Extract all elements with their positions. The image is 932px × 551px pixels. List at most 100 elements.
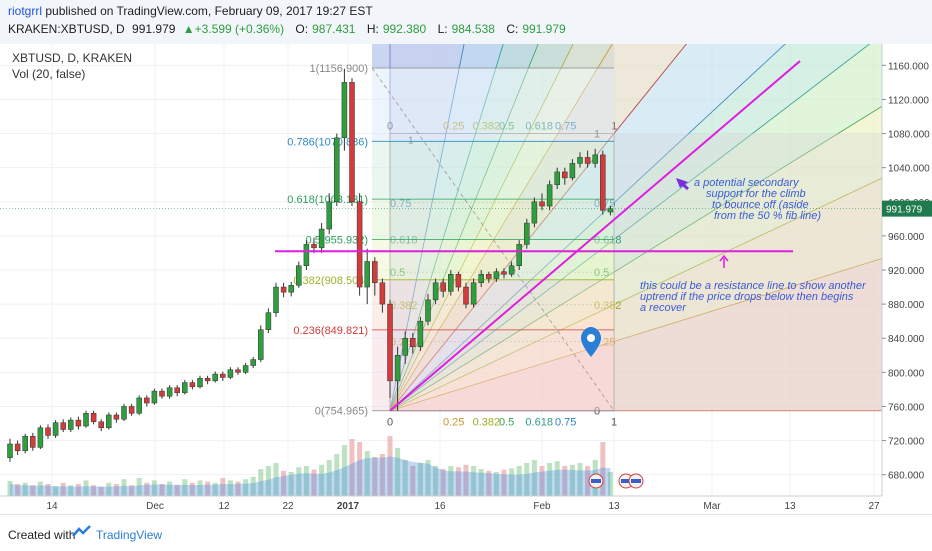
candle-body bbox=[166, 387, 173, 397]
candle-body bbox=[394, 355, 401, 382]
annotation-text-1: to bounce off (aside bbox=[712, 199, 809, 211]
fib-retracement: 1(1156.900) 0.786(1070.886) 0.618(1003.131… bbox=[287, 63, 615, 418]
gann-top-label: 1 bbox=[611, 121, 617, 133]
price-tick-label: 840.000 bbox=[888, 334, 925, 345]
price-tick-label: 680.000 bbox=[888, 471, 925, 482]
candle-body bbox=[448, 274, 454, 292]
gann-fan-line bbox=[389, 43, 465, 411]
candle-body bbox=[592, 154, 598, 164]
candle-body bbox=[410, 337, 416, 348]
candle-body bbox=[227, 369, 234, 378]
gann-bottom-label: 0.25 bbox=[443, 417, 464, 429]
chart-area[interactable]: 0.750.6180.50.3820.25110.750.6180.50.382… bbox=[0, 0, 932, 514]
volume-bar bbox=[45, 484, 51, 496]
candle-body bbox=[539, 201, 545, 207]
gann-top-label: 0.382 bbox=[473, 121, 501, 133]
volume-bar bbox=[7, 481, 13, 496]
footer: Created with TradingView bbox=[0, 514, 932, 551]
volume-bar bbox=[341, 445, 347, 496]
candle-body bbox=[45, 427, 51, 436]
volume-bar bbox=[303, 466, 309, 496]
time-tick-label: 16 bbox=[434, 501, 446, 512]
author-link[interactable]: riotgrrl bbox=[8, 4, 43, 18]
volume-bar bbox=[433, 466, 439, 496]
gann-fan-line bbox=[389, 43, 687, 411]
candle-body bbox=[90, 413, 97, 423]
time-tick-label: 12 bbox=[218, 501, 230, 512]
candle-body bbox=[311, 244, 317, 249]
candle-body bbox=[387, 303, 393, 382]
volume-bar bbox=[235, 481, 241, 496]
volume-bar bbox=[205, 481, 211, 496]
fib-band bbox=[372, 199, 614, 240]
fib-band bbox=[372, 67, 614, 142]
volume-bar bbox=[220, 478, 226, 496]
volume-bar bbox=[387, 436, 393, 496]
gann-top-band bbox=[372, 44, 614, 68]
volume-bar bbox=[554, 461, 560, 496]
volume-bar bbox=[212, 482, 218, 496]
gann-bottom-label: 0.382 bbox=[473, 417, 501, 429]
candle-body bbox=[242, 365, 249, 373]
candle-body bbox=[30, 436, 36, 448]
legend-volume: Vol (20, false) bbox=[12, 67, 85, 81]
candles bbox=[7, 68, 614, 462]
volume-bar bbox=[91, 485, 97, 496]
time-tick-label: Feb bbox=[533, 501, 551, 512]
volume-bar bbox=[372, 457, 378, 496]
candle-body bbox=[250, 359, 256, 366]
candle-body bbox=[303, 244, 310, 266]
price-chart[interactable]: 0.750.6180.50.3820.25110.750.6180.50.382… bbox=[0, 0, 932, 514]
volume-bar bbox=[60, 482, 66, 496]
volume-bar bbox=[501, 469, 507, 496]
candle-body bbox=[113, 414, 120, 420]
tradingview-brand[interactable]: TradingView bbox=[96, 528, 163, 542]
volume-bar bbox=[197, 480, 203, 496]
gann-bottom-label: 0.618 bbox=[525, 417, 553, 429]
gann-bottom-label: 0.75 bbox=[555, 417, 576, 429]
event-flag-icon bbox=[631, 479, 641, 483]
volume-bar bbox=[83, 480, 89, 496]
gann-fan-line bbox=[389, 34, 883, 412]
volume-bar bbox=[402, 460, 408, 496]
annotation-text-2: a recover bbox=[640, 302, 687, 314]
created-with-text: Created with bbox=[8, 528, 76, 542]
current-price-label: 991.979 bbox=[886, 205, 923, 216]
fib-level-label: 0.236(849.821) bbox=[293, 325, 368, 337]
price-tick-label: 760.000 bbox=[888, 402, 925, 413]
candle-body bbox=[584, 157, 591, 164]
annotation-arrow-icon bbox=[719, 254, 729, 262]
volume-bar bbox=[311, 469, 317, 496]
candle-body bbox=[182, 382, 188, 394]
time-tick-label: 2017 bbox=[337, 501, 360, 512]
volume-bar bbox=[121, 479, 127, 496]
fib-band bbox=[372, 239, 614, 280]
candle-body bbox=[531, 201, 538, 224]
annotation-arrow-icon bbox=[678, 179, 689, 191]
candle-body bbox=[318, 228, 325, 249]
volume-bar bbox=[174, 485, 180, 496]
volume-bar bbox=[37, 481, 43, 496]
candle-body bbox=[501, 271, 507, 275]
candle-body bbox=[280, 286, 287, 293]
time-tick-label: 14 bbox=[46, 501, 58, 512]
gann-fan-fill bbox=[390, 0, 882, 411]
volume-bar bbox=[288, 472, 294, 496]
candle-body bbox=[144, 397, 150, 404]
volume-bar bbox=[562, 466, 568, 496]
event-flag-icon bbox=[591, 479, 601, 483]
gann-top-label: 0 bbox=[387, 121, 393, 133]
candle-body bbox=[349, 82, 355, 203]
fib-level-label: 0.786(1070.886) bbox=[287, 136, 368, 148]
candle-body bbox=[296, 265, 302, 286]
low-label: L: 984.538 bbox=[437, 22, 495, 36]
time-tick-label: 27 bbox=[868, 501, 880, 512]
gann-top-label: 0.75 bbox=[555, 121, 576, 133]
price-tick-label: 920.000 bbox=[888, 266, 925, 277]
gann-right-label: 0.5 bbox=[594, 267, 609, 279]
candle-body bbox=[189, 382, 196, 388]
candle-body bbox=[288, 285, 294, 293]
fib-level-label: 0.618(1003.131) bbox=[287, 194, 368, 206]
volume-bar bbox=[410, 466, 416, 496]
